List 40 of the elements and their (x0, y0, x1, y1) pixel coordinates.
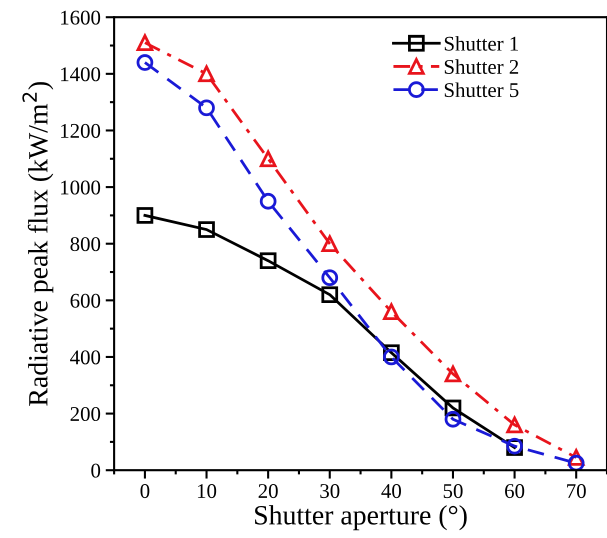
x-tick-label: 0 (140, 484, 150, 498)
point (136, 54, 154, 71)
legend-label: Shutter 1 (444, 36, 518, 51)
x-tick-label: 30 (320, 484, 340, 498)
x-tick-label: 10 (198, 484, 216, 498)
y-tick-label: 1400 (61, 67, 100, 82)
point (198, 221, 215, 238)
point (383, 348, 400, 366)
point (198, 66, 215, 82)
legend-label: Shutter 2 (444, 59, 518, 74)
y-tick-label: 600 (70, 294, 100, 308)
x-tick-label: 70 (567, 484, 586, 498)
point (198, 99, 215, 116)
y-tick-label: 400 (70, 350, 100, 364)
y-tick-label: 200 (70, 406, 100, 422)
point (321, 235, 338, 252)
x-tick-label: 40 (381, 484, 401, 498)
point (260, 252, 276, 270)
x-tick-label: 60 (505, 484, 524, 498)
x-tick-label: 50 (444, 484, 463, 498)
point (321, 269, 338, 286)
point (444, 366, 462, 382)
point (136, 34, 154, 52)
point (568, 454, 585, 470)
x-axis-title: Shutter aperture (°) (255, 505, 467, 530)
point (444, 410, 462, 428)
y-tick-label: 0 (91, 464, 100, 478)
y-tick-label: 1600 (61, 10, 100, 25)
point (383, 303, 400, 320)
y-tick-label: 1000 (61, 180, 100, 195)
point (506, 416, 523, 434)
y-tick-label: 800 (70, 237, 100, 252)
point (260, 150, 276, 168)
y-tick-label: 1200 (61, 124, 100, 138)
y-axis-title: Radiative peak flux (kW/m$^{2}$) (22, 82, 54, 406)
point (136, 207, 154, 224)
point (321, 286, 338, 304)
legend-label: Shutter 5 (444, 82, 518, 98)
x-tick-label: 20 (258, 484, 278, 498)
point (260, 192, 276, 210)
